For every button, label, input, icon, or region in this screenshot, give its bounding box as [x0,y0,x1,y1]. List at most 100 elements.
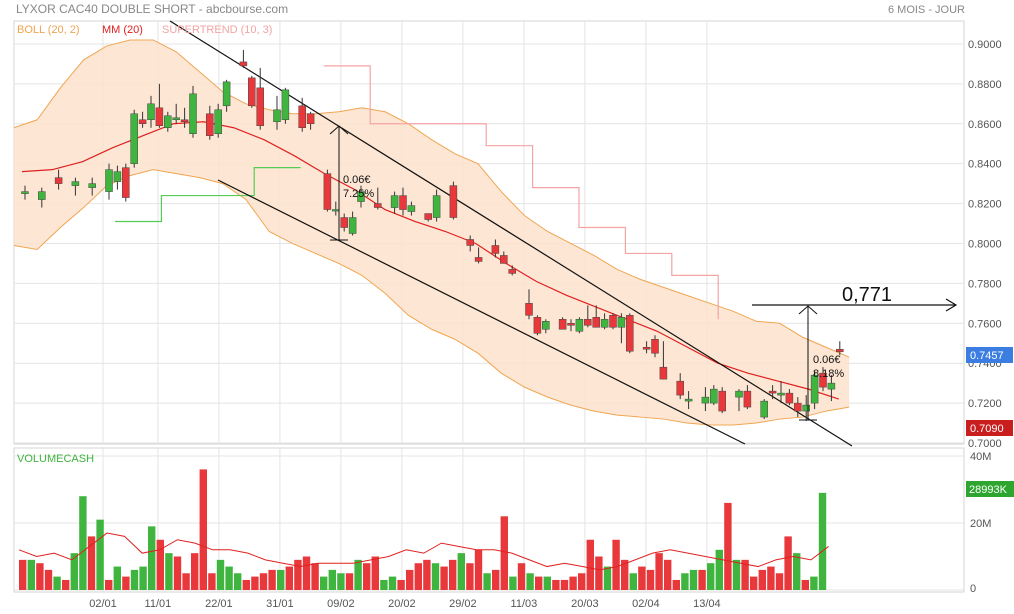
volume-bar [354,559,362,590]
candle [710,385,718,406]
bollinger-upper-line [13,39,850,358]
volume-y-axis: 40M 20M 0 [970,451,991,595]
volume-bar [810,576,818,590]
candle [701,387,710,412]
candle-body [542,321,550,330]
candle-body [273,109,281,123]
volume-bar [380,579,388,590]
volume-bar [629,573,637,590]
candle-body [609,315,617,328]
volume-tick-label: 0 [970,583,976,595]
candle-body [474,257,483,262]
price-tick-label: 0.7600 [968,318,1002,330]
volume-bar [294,559,302,590]
volume-bar [586,539,594,590]
candle [491,239,500,258]
candle-body [281,89,290,121]
candle-body [147,103,155,121]
volume-bar [715,549,723,590]
candle-body [206,113,214,136]
date-tick-label: 20/02 [388,598,416,610]
volume-bar [70,553,78,590]
candle-body [113,171,122,182]
candle-body [21,191,29,194]
measure-annotation-2: 0.06€ 8.18% [798,305,844,421]
candle-body [248,77,256,107]
volume-bar [234,573,242,590]
candle-body [424,213,432,220]
candle-body [558,319,567,330]
volume-bar [724,502,732,590]
volume-bar [569,576,577,590]
volume-average-line [18,532,829,571]
candle [54,169,63,190]
candle [180,107,189,128]
candle [172,103,180,124]
lower-trend-line [217,179,746,445]
candle [113,165,122,190]
last-price-badge: 0.7457 [966,347,1013,363]
candle-body [130,113,138,164]
candle-body [642,346,651,350]
candle [810,371,819,410]
candle [592,305,600,328]
candle-body [432,195,441,218]
volume-bar [612,539,620,590]
volume-bar [320,576,328,590]
candle-body [491,245,500,254]
candle [777,381,785,404]
candle-body [684,398,693,402]
candle [575,317,584,334]
chart-title: LYXOR CAC40 DOUBLE SHORT - abcbourse.com [16,2,288,16]
candle-body [794,402,802,412]
candle-body [785,392,794,404]
price-tick-label: 0.7800 [968,278,1002,290]
volume-bar [259,573,268,590]
candle [348,211,357,236]
bollinger-lower-line [13,169,850,426]
volume-bar [139,566,147,590]
date-tick-label: 09/02 [327,598,355,610]
candle-body [256,87,264,127]
candle-body [105,169,113,192]
candle [298,97,306,132]
mm20-line [21,121,839,400]
candle [71,177,80,196]
candle-body [155,107,164,127]
candle [474,247,483,264]
volume-bar [758,569,766,590]
candle [38,187,46,208]
measure-2-arrowhead [798,305,818,315]
volume-bar [535,576,543,590]
volume-bar [328,569,336,590]
volume-bar [560,579,569,590]
volume-bar [818,492,827,590]
candle [21,185,29,200]
volume-bar [130,569,139,590]
volume-bar [664,559,672,590]
candle-body [760,400,768,418]
candle-body [357,191,365,202]
volume-bar [517,563,526,590]
candle [214,103,222,138]
volume-bar [19,559,27,590]
date-tick-label: 13/04 [693,598,721,610]
volume-bar [526,573,534,590]
period-label: 6 MOIS - JOUR [888,4,965,16]
volume-bar [302,556,311,590]
candle [340,213,348,232]
volume-bar [44,569,53,590]
price-tick-label: 0.8600 [968,119,1002,131]
volume-bar [285,566,293,590]
volume-bar [621,559,629,590]
date-tick-label: 31/01 [266,598,294,610]
candle [626,313,634,354]
candle-body [407,205,416,212]
candle-body [701,396,710,404]
candle-body [38,191,46,200]
candle [323,169,332,212]
candle-body [710,388,718,404]
volume-bar [466,563,474,590]
candle-body [54,177,63,184]
